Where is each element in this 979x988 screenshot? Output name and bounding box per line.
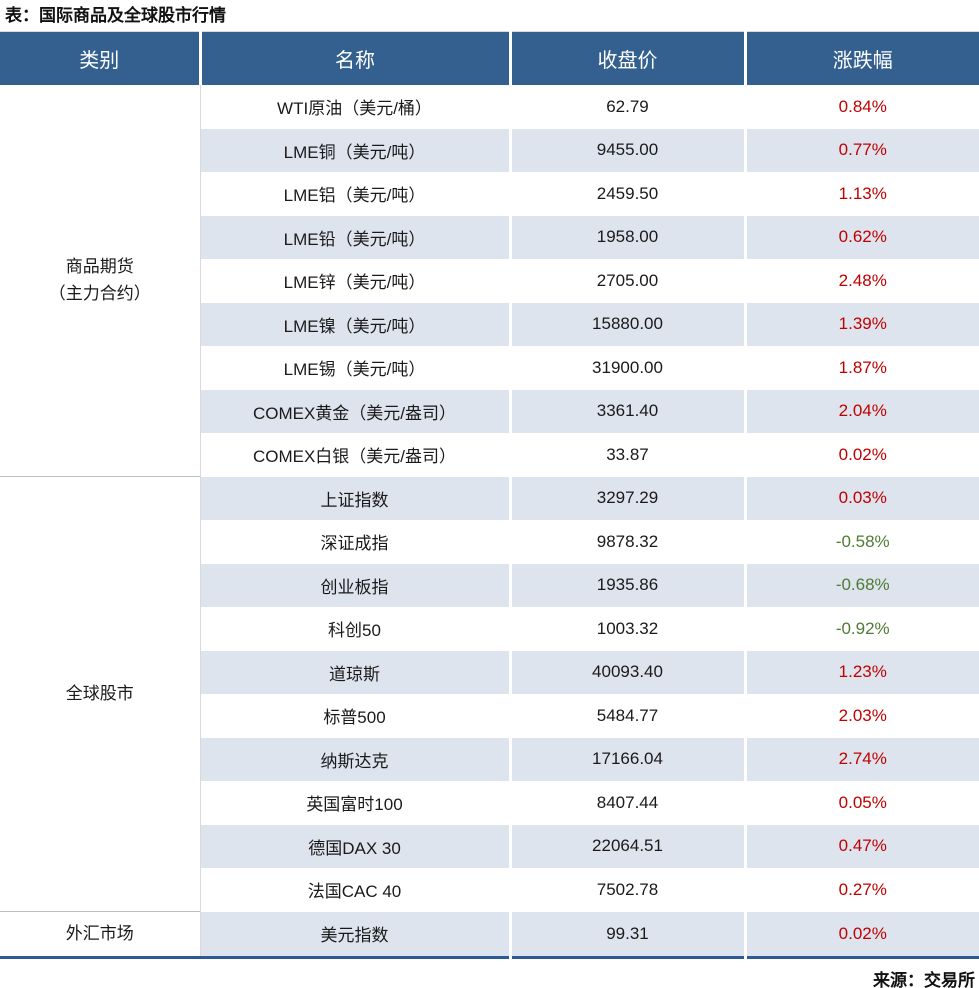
change-percent: -0.92%	[743, 607, 979, 651]
close-price: 99.31	[508, 911, 745, 957]
close-price: 33.87	[508, 433, 745, 477]
close-price: 7502.78	[508, 868, 745, 912]
close-price: 9878.32	[508, 520, 745, 564]
change-percent: 0.05%	[743, 781, 979, 825]
col-header-change: 涨跌幅	[743, 31, 979, 85]
change-percent: 0.02%	[743, 911, 979, 957]
instrument-name: WTI原油（美元/桶）	[200, 85, 510, 129]
market-table: 类别 名称 收盘价 涨跌幅 商品期货 （主力合约） WTI原油（美元/桶） 62…	[0, 31, 979, 959]
instrument-name: LME铜（美元/吨）	[200, 128, 510, 172]
change-percent: 0.03%	[743, 476, 979, 520]
change-percent: 1.87%	[743, 346, 979, 390]
change-percent: 2.74%	[743, 737, 979, 781]
instrument-name: 创业板指	[200, 563, 510, 607]
table-row: COMEX黄金（美元/盎司） 3361.40 2.04%	[0, 389, 979, 433]
close-price: 1958.00	[508, 215, 745, 259]
change-percent: 2.03%	[743, 694, 979, 738]
source-note: 来源：交易所	[873, 970, 975, 988]
table-row: 商品期货 （主力合约） WTI原油（美元/桶） 62.79 0.84%	[0, 85, 979, 477]
close-price: 5484.77	[508, 694, 745, 738]
table-row: 纳斯达克 17166.04 2.74%	[0, 737, 979, 781]
instrument-name: 上证指数	[200, 476, 510, 520]
close-price: 40093.40	[508, 650, 745, 694]
instrument-name: 法国CAC 40	[200, 868, 510, 912]
instrument-name: LME锌（美元/吨）	[200, 259, 510, 303]
category-cell-commodities: 商品期货 （主力合约）	[0, 85, 201, 477]
close-price: 8407.44	[508, 781, 745, 825]
instrument-name: LME锡（美元/吨）	[200, 346, 510, 390]
category-line: 外汇市场	[65, 923, 134, 943]
table-title: 表：国际商品及全球股市行情	[5, 6, 226, 25]
change-percent: 0.27%	[743, 868, 979, 912]
change-percent: 1.13%	[743, 172, 979, 216]
close-price: 2459.50	[508, 172, 745, 216]
table-row: LME铝（美元/吨） 2459.50 1.13%	[0, 172, 979, 216]
table-row: LME铅（美元/吨） 1958.00 0.62%	[0, 215, 979, 259]
instrument-name: 英国富时100	[200, 781, 510, 825]
table-row: 科创50 1003.32 -0.92%	[0, 607, 979, 651]
change-percent: 1.23%	[743, 650, 979, 694]
close-price: 1935.86	[508, 563, 745, 607]
change-percent: 0.84%	[743, 85, 979, 129]
table-header: 类别 名称 收盘价 涨跌幅	[0, 31, 979, 85]
close-price: 31900.00	[508, 346, 745, 390]
instrument-name: 道琼斯	[200, 650, 510, 694]
instrument-name: 德国DAX 30	[200, 824, 510, 868]
table-row: 标普500 5484.77 2.03%	[0, 694, 979, 738]
change-percent: 0.62%	[743, 215, 979, 259]
category-cell-global-stocks: 全球股市	[0, 476, 201, 912]
instrument-name: LME铅（美元/吨）	[200, 215, 510, 259]
col-header-category: 类别	[0, 31, 200, 85]
close-price: 9455.00	[508, 128, 745, 172]
table-row: LME铜（美元/吨） 9455.00 0.77%	[0, 128, 979, 172]
instrument-name: COMEX黄金（美元/盎司）	[200, 389, 510, 433]
category-line: 商品期货	[65, 257, 134, 277]
close-price: 2705.00	[508, 259, 745, 303]
table-row: 外汇市场 美元指数 99.31 0.02%	[0, 911, 979, 957]
table-row: LME镍（美元/吨） 15880.00 1.39%	[0, 302, 979, 346]
instrument-name: 标普500	[200, 694, 510, 738]
instrument-name: 纳斯达克	[200, 737, 510, 781]
table-row: LME锡（美元/吨） 31900.00 1.87%	[0, 346, 979, 390]
table-row: 英国富时100 8407.44 0.05%	[0, 781, 979, 825]
table-row: 创业板指 1935.86 -0.68%	[0, 563, 979, 607]
close-price: 3361.40	[508, 389, 745, 433]
change-percent: 0.77%	[743, 128, 979, 172]
change-percent: -0.68%	[743, 563, 979, 607]
header-row: 类别 名称 收盘价 涨跌幅	[0, 31, 979, 85]
change-percent: 0.47%	[743, 824, 979, 868]
close-price: 15880.00	[508, 302, 745, 346]
close-price: 1003.32	[508, 607, 745, 651]
instrument-name: COMEX白银（美元/盎司）	[200, 433, 510, 477]
table-body: 商品期货 （主力合约） WTI原油（美元/桶） 62.79 0.84% LME铜…	[0, 85, 979, 957]
table-row: COMEX白银（美元/盎司） 33.87 0.02%	[0, 433, 979, 477]
instrument-name: 深证成指	[200, 520, 510, 564]
instrument-name: LME镍（美元/吨）	[200, 302, 510, 346]
instrument-name: 美元指数	[200, 911, 510, 957]
table-row: 道琼斯 40093.40 1.23%	[0, 650, 979, 694]
close-price: 22064.51	[508, 824, 745, 868]
table-row: 全球股市 上证指数 3297.29 0.03%	[0, 476, 979, 912]
instrument-name: 科创50	[200, 607, 510, 651]
col-header-name: 名称	[198, 31, 510, 85]
category-cell-forex: 外汇市场	[0, 911, 201, 957]
change-percent: 0.02%	[743, 433, 979, 477]
change-percent: -0.58%	[743, 520, 979, 564]
change-percent: 2.48%	[743, 259, 979, 303]
col-header-close: 收盘价	[508, 31, 745, 85]
close-price: 3297.29	[508, 476, 745, 520]
close-price: 62.79	[508, 85, 745, 129]
category-line: （主力合约）	[48, 283, 151, 303]
change-percent: 1.39%	[743, 302, 979, 346]
change-percent: 2.04%	[743, 389, 979, 433]
instrument-name: LME铝（美元/吨）	[200, 172, 510, 216]
category-line: 全球股市	[65, 683, 134, 703]
table-row: 深证成指 9878.32 -0.58%	[0, 520, 979, 564]
table-row: 德国DAX 30 22064.51 0.47%	[0, 824, 979, 868]
close-price: 17166.04	[508, 737, 745, 781]
table-row: LME锌（美元/吨） 2705.00 2.48%	[0, 259, 979, 303]
table-row: 法国CAC 40 7502.78 0.27%	[0, 868, 979, 912]
